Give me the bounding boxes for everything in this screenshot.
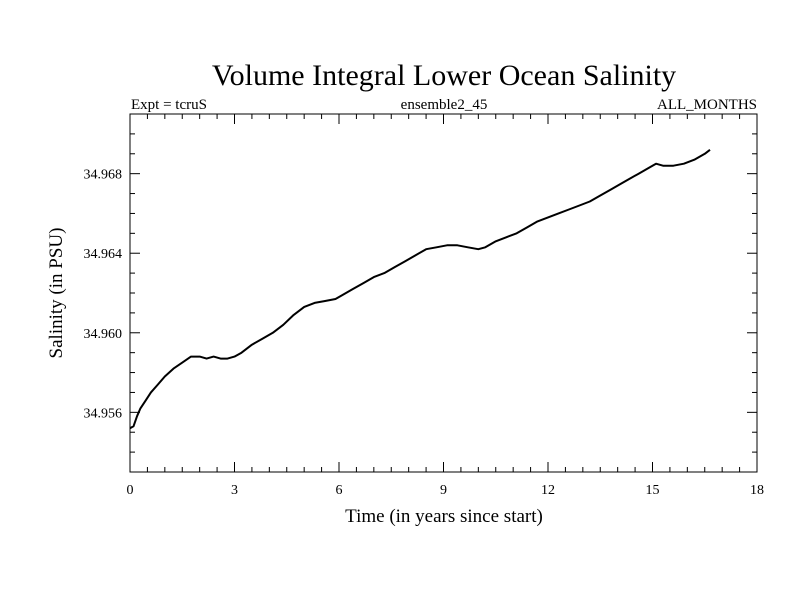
subtitle-left: Expt = tcruS [131,97,207,113]
x-tick-label: 9 [440,483,447,498]
chart-title: Volume Integral Lower Ocean Salinity [212,59,676,92]
y-tick-label: 34.968 [84,168,123,183]
data-series [129,149,711,430]
y-tick-label: 34.964 [84,247,123,262]
x-tick-label: 15 [646,483,660,498]
x-tick-label: 0 [127,483,134,498]
y-axis-label: Salinity (in PSU) [46,228,67,359]
subtitle-center: ensemble2_45 [401,97,488,113]
x-tick-label: 12 [541,483,555,498]
y-tick-label: 34.956 [84,406,123,421]
series-line [129,149,711,430]
x-tick-label: 6 [336,483,343,498]
y-tick-label: 34.960 [84,327,123,342]
x-tick-label: 3 [231,483,238,498]
plot-frame [129,113,758,473]
axis-ticks [129,113,758,473]
subtitle-right: ALL_MONTHS [657,97,757,113]
x-tick-labels: 0 3 6 9 12 15 18 [127,483,765,498]
x-axis-label: Time (in years since start) [345,506,543,527]
x-tick-label: 18 [750,483,764,498]
y-tick-labels: 34.956 34.960 34.964 34.968 [84,168,123,422]
